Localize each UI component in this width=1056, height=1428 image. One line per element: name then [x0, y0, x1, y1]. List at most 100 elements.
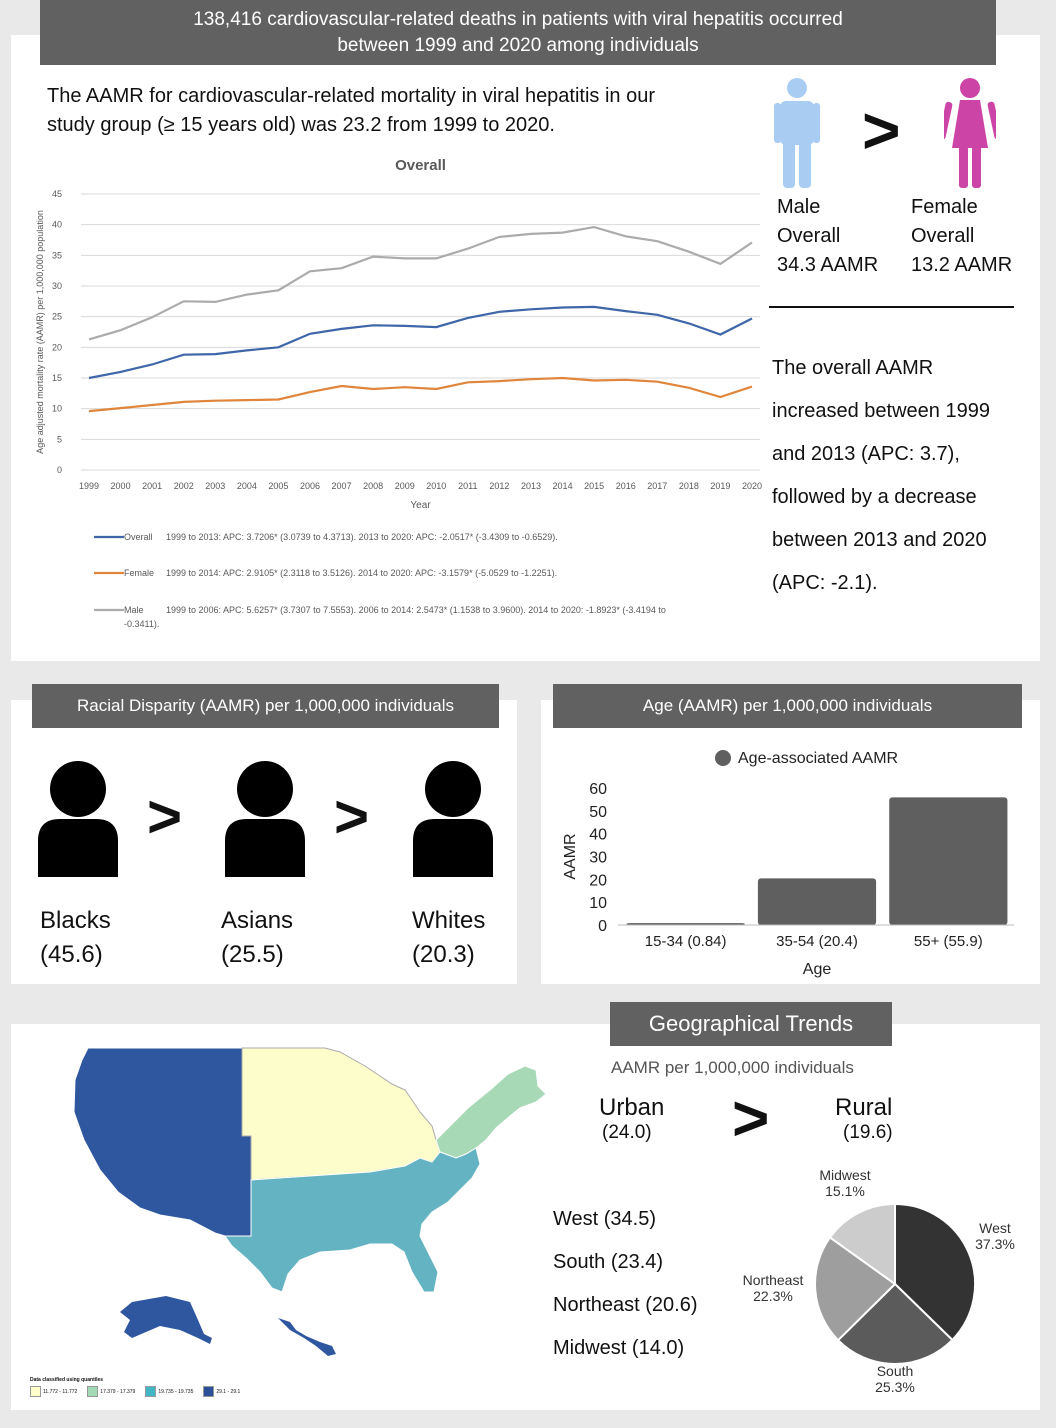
region-item: West (34.5)	[553, 1208, 656, 1230]
y-tick-label: 15	[52, 373, 62, 383]
legend-label: 17.379 - 17.379	[100, 1388, 136, 1395]
race-blacks: Blacks (45.6)	[40, 904, 111, 972]
race-name: Asians	[221, 907, 294, 934]
region-item: Midwest (14.0)	[553, 1337, 685, 1359]
trend-line: The overall AAMR	[772, 357, 934, 379]
pie-slice-midwest	[828, 1202, 896, 1286]
y-tick-label: 35	[52, 250, 62, 260]
race-value: (20.3)	[412, 941, 475, 968]
x-tick-label: 2020	[742, 481, 762, 491]
trend-line: followed by a decrease	[772, 486, 977, 508]
x-tick-label: 2001	[142, 481, 162, 491]
race-name: Blacks	[40, 907, 111, 934]
y-tick-label: 60	[589, 781, 607, 798]
legend-series-name: Female	[124, 568, 154, 578]
female-stat: Female Overall 13.2 AAMR	[911, 193, 1012, 280]
y-tick-label: 10	[589, 895, 607, 912]
y-tick-label: 10	[52, 404, 62, 414]
age-banner: Age (AAMR) per 1,000,000 individuals	[553, 684, 1022, 728]
legend-label: 11.772 - 11.772	[43, 1388, 78, 1395]
legend-swatch	[203, 1386, 215, 1397]
y-tick-label: 20	[589, 872, 607, 889]
race-value: (25.5)	[221, 941, 284, 968]
x-tick-label: 2018	[679, 481, 699, 491]
x-tick-label: 2000	[111, 481, 131, 491]
trend-line: (APC: -2.1).	[772, 572, 878, 594]
person-icon	[38, 761, 118, 877]
x-tick-label: 2007	[332, 481, 352, 491]
x-tick-label: 2006	[300, 481, 320, 491]
geo-title: Geographical Trends	[648, 1011, 854, 1036]
x-tick-label: 15-34 (0.84)	[645, 933, 727, 950]
male-label: Male	[777, 196, 821, 218]
chart-title: Overall	[395, 157, 446, 174]
pie-value-label: 37.3%	[975, 1236, 1015, 1252]
header-line-1: 138,416 cardiovascular-related deaths in…	[193, 9, 843, 30]
legend-label: 19.735 - 19.735	[158, 1388, 194, 1395]
y-tick-label: 30	[589, 850, 607, 867]
y-tick-label: 30	[52, 281, 62, 291]
x-tick-label: 2014	[553, 481, 573, 491]
map-legend-item: 17.379 - 17.379	[87, 1386, 135, 1397]
age-title: Age (AAMR) per 1,000,000 individuals	[642, 696, 933, 715]
legend-text: 1999 to 2013: APC: 3.7206* (3.0739 to 4.…	[166, 532, 558, 542]
map-region-midwest	[241, 1047, 441, 1181]
trend-line: between 2013 and 2020	[772, 529, 987, 551]
overall-line-chart: Overall 0 5 10 15 20 25 30 35 40 45 1999 2000 2001 200…	[35, 157, 762, 629]
age-bar-chart: Age-associated AAMR 0 10 20 30 40 50 60 AAMR 15-3…	[562, 750, 1014, 978]
map-legend: 11.772 - 11.772 17.379 - 17.379 19.735 -…	[30, 1386, 240, 1397]
series-line-male	[88, 225, 753, 341]
pie-slice-west	[894, 1202, 977, 1342]
x-tick-label: 2008	[363, 481, 383, 491]
y-axis-label: AAMR	[562, 833, 579, 879]
racial-gt: >	[147, 783, 183, 850]
x-tick-label: 35-54 (20.4)	[776, 933, 858, 950]
male-stat: Male Overall 34.3 AAMR	[777, 193, 878, 280]
region-item: South (23.4)	[553, 1251, 664, 1273]
region-item: Northeast (20.6)	[553, 1294, 698, 1316]
map-legend-item: 29.1 - 29.1	[203, 1386, 240, 1397]
x-tick-label: 2005	[268, 481, 288, 491]
legend-swatch	[30, 1386, 41, 1397]
map-region-northeast	[435, 1065, 547, 1159]
race-whites: Whites (20.3)	[412, 904, 485, 972]
urban-rural-gt: >	[732, 1082, 770, 1154]
bar	[889, 797, 1008, 925]
y-tick-label: 40	[52, 220, 62, 230]
overall-panel	[11, 35, 1040, 661]
male-icon	[774, 78, 820, 188]
rural-stat: Rural (19.6)	[835, 1094, 893, 1144]
legend-label: 29.1 - 29.1	[216, 1388, 241, 1395]
person-icon	[225, 761, 305, 877]
legend-text: 1999 to 2014: APC: 2.9105* (2.3118 to 3.…	[166, 568, 557, 578]
series-line-female	[88, 376, 753, 413]
x-tick-label: 2015	[584, 481, 604, 491]
pie-value-label: 15.1%	[825, 1183, 865, 1199]
male-overall: Overall	[777, 225, 841, 247]
pie-value-label: 22.3%	[753, 1288, 793, 1304]
pie-value-label: 25.3%	[875, 1379, 915, 1395]
geo-subtitle: AAMR per 1,000,000 individuals	[611, 1058, 854, 1077]
race-asians: Asians (25.5)	[221, 904, 293, 972]
trend-text: The overall AAMR increased between 1999 …	[772, 347, 990, 605]
region-list: West (34.5) South (23.4) Northeast (20.6…	[553, 1198, 698, 1370]
legend-series-name: Male	[124, 605, 144, 615]
y-tick-label: 0	[598, 918, 607, 935]
race-value: (45.6)	[40, 941, 103, 968]
racial-banner: Racial Disparity (AAMR) per 1,000,000 in…	[32, 684, 499, 728]
map-legend-item: 11.772 - 11.772	[30, 1386, 77, 1397]
legend-text: 1999 to 2006: APC: 5.6257* (3.7307 to 7.…	[166, 605, 666, 615]
x-tick-label: 2017	[647, 481, 667, 491]
x-axis-label: Age	[803, 961, 832, 978]
race-name: Whites	[412, 907, 486, 934]
divider	[769, 306, 1014, 308]
x-tick-label: 2009	[395, 481, 415, 491]
urban-stat: Urban (24.0)	[599, 1094, 664, 1144]
racial-gt: >	[334, 783, 370, 850]
pie-label: South	[877, 1363, 914, 1379]
y-tick-label: 40	[589, 827, 607, 844]
x-tick-label: 2019	[710, 481, 730, 491]
legend-text: -0.3411).	[124, 619, 159, 629]
x-tick-label: 2002	[174, 481, 194, 491]
